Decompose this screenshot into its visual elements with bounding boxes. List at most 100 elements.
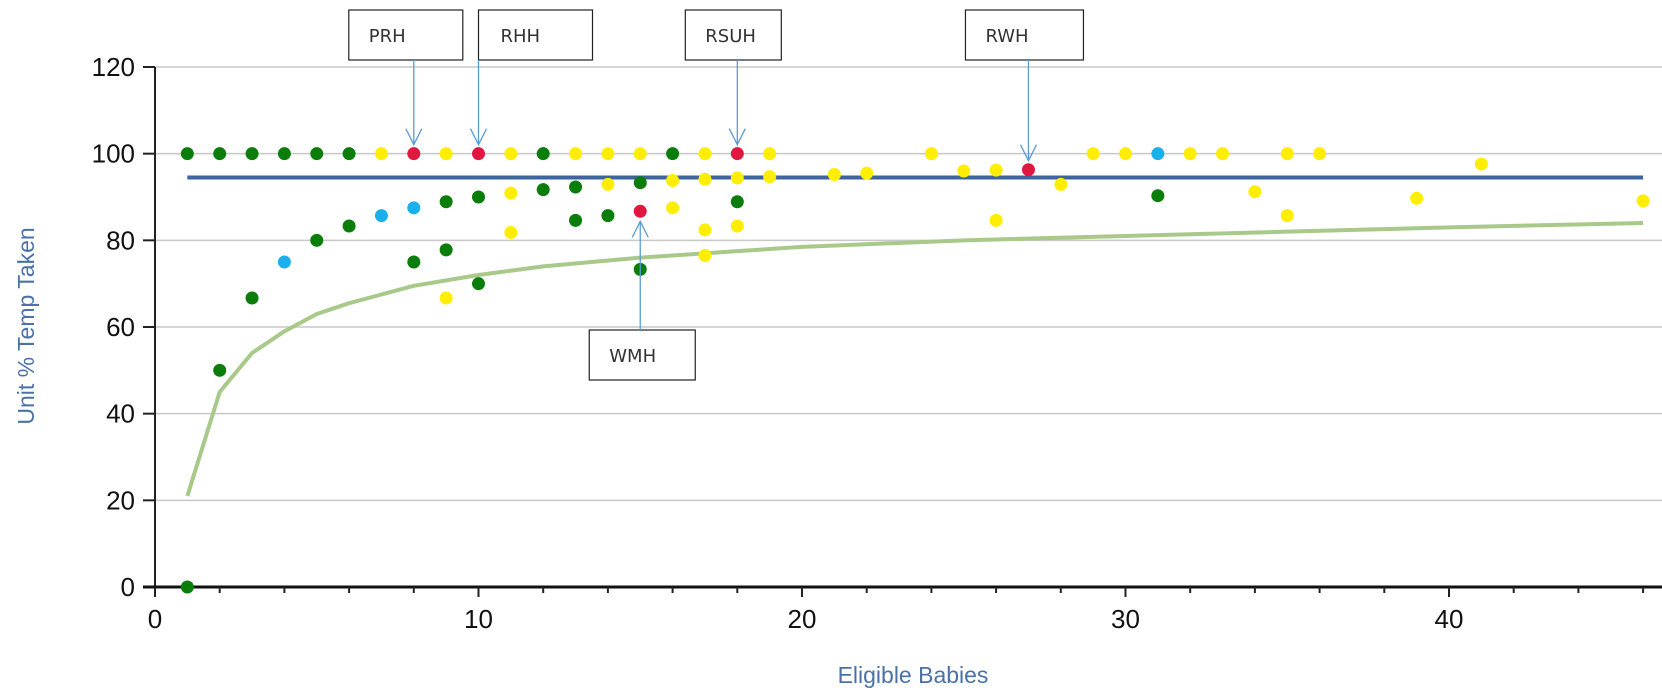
data-point-yellow xyxy=(1410,191,1424,205)
data-point-yellow xyxy=(439,147,453,161)
data-point-yellow xyxy=(1054,177,1068,191)
y-tick-label: 60 xyxy=(106,312,135,342)
y-tick-label: 100 xyxy=(92,139,135,169)
reference-lines xyxy=(185,175,1644,497)
data-point-yellow xyxy=(1313,147,1327,161)
data-point-green xyxy=(601,209,615,223)
data-point-green xyxy=(342,147,356,161)
data-point-green xyxy=(439,243,453,257)
x-tick-label: 10 xyxy=(464,604,493,634)
data-point-yellow xyxy=(439,291,453,305)
data-point-yellow xyxy=(763,147,777,161)
data-point-green xyxy=(730,195,744,209)
gridlines xyxy=(155,66,1662,502)
callout-label: RWH xyxy=(985,26,1028,47)
lower-limit-curve xyxy=(185,221,1644,497)
data-point-green xyxy=(569,213,583,227)
data-point-yellow xyxy=(666,174,680,188)
callout-arrow-head xyxy=(631,219,649,238)
callout-annotations: PRH RHH RSUH RWH WMH xyxy=(348,9,1085,381)
data-point-yellow xyxy=(698,223,712,237)
callout-label: RSUH xyxy=(705,26,756,47)
data-point-red xyxy=(633,204,647,218)
data-points xyxy=(180,147,1650,594)
x-tick-label: 30 xyxy=(1111,604,1140,634)
tick-labels: 0 20 40 60 80 100 120 0 10 20 30 40 xyxy=(92,52,1464,634)
data-point-green xyxy=(180,580,194,594)
data-point-green xyxy=(633,176,647,190)
y-tick-label: 20 xyxy=(106,485,135,515)
data-point-cyan xyxy=(407,201,421,215)
data-point-yellow xyxy=(1216,147,1230,161)
data-point-yellow xyxy=(730,219,744,233)
callout-label: RHH xyxy=(501,26,541,47)
data-point-yellow xyxy=(374,147,388,161)
callout-rsuh: RSUH xyxy=(684,9,782,147)
callout-box xyxy=(684,9,782,61)
callout-prh: PRH xyxy=(348,9,464,147)
data-point-yellow xyxy=(989,163,1003,177)
data-point-yellow xyxy=(504,186,518,200)
data-point-red xyxy=(472,147,485,161)
data-point-green xyxy=(310,233,324,247)
y-tick-label: 120 xyxy=(92,52,135,82)
callout-arrow-head xyxy=(728,128,746,147)
data-point-green xyxy=(472,277,485,291)
x-tick-label: 0 xyxy=(148,604,162,634)
data-point-yellow xyxy=(666,201,680,215)
data-point-yellow xyxy=(924,147,938,161)
callout-box xyxy=(964,9,1085,61)
data-point-cyan xyxy=(277,255,291,269)
callout-arrow-head xyxy=(405,128,423,147)
data-point-yellow xyxy=(860,166,874,180)
data-point-green xyxy=(407,255,421,269)
data-point-yellow xyxy=(1636,194,1650,208)
data-point-green xyxy=(245,147,259,161)
y-tick-label: 40 xyxy=(106,399,135,429)
data-point-yellow xyxy=(1280,209,1294,223)
callout-box xyxy=(477,9,594,61)
data-point-green xyxy=(1151,189,1165,203)
data-point-red xyxy=(407,147,421,161)
data-point-cyan xyxy=(374,209,388,223)
data-point-red xyxy=(1021,163,1035,177)
data-point-yellow xyxy=(633,147,647,161)
data-point-red xyxy=(730,147,744,161)
data-point-green xyxy=(277,147,291,161)
data-point-green xyxy=(342,219,356,233)
data-point-yellow xyxy=(989,213,1003,227)
data-point-yellow xyxy=(1248,185,1262,199)
data-point-yellow xyxy=(730,171,744,185)
x-tick-label: 20 xyxy=(788,604,817,634)
data-point-green xyxy=(213,363,227,377)
data-point-green xyxy=(666,147,680,161)
data-point-green xyxy=(213,147,227,161)
data-point-green xyxy=(310,147,324,161)
data-point-yellow xyxy=(1474,157,1488,171)
data-point-green xyxy=(245,291,259,305)
data-point-yellow xyxy=(827,167,841,181)
data-point-green xyxy=(536,147,550,161)
callout-rhh: RHH xyxy=(469,9,594,147)
callout-rwh: RWH xyxy=(964,9,1085,163)
data-point-yellow xyxy=(601,177,615,191)
data-point-yellow xyxy=(698,172,712,186)
callout-label: PRH xyxy=(369,26,406,47)
data-point-yellow xyxy=(569,147,583,161)
callout-box xyxy=(348,9,464,61)
data-point-yellow xyxy=(1086,147,1100,161)
data-point-yellow xyxy=(504,147,518,161)
data-point-cyan xyxy=(1151,147,1165,161)
data-point-yellow xyxy=(1183,147,1197,161)
data-point-green xyxy=(472,190,485,204)
data-point-green xyxy=(569,180,583,194)
y-axis-title: Unit % Temp Taken xyxy=(13,227,39,424)
axes xyxy=(143,66,1662,597)
data-point-yellow xyxy=(763,170,777,184)
data-point-green xyxy=(536,183,550,197)
callout-arrow-head xyxy=(1019,144,1038,163)
callout-arrow-head xyxy=(469,128,488,147)
data-point-yellow xyxy=(1119,147,1132,161)
data-point-yellow xyxy=(698,249,712,262)
